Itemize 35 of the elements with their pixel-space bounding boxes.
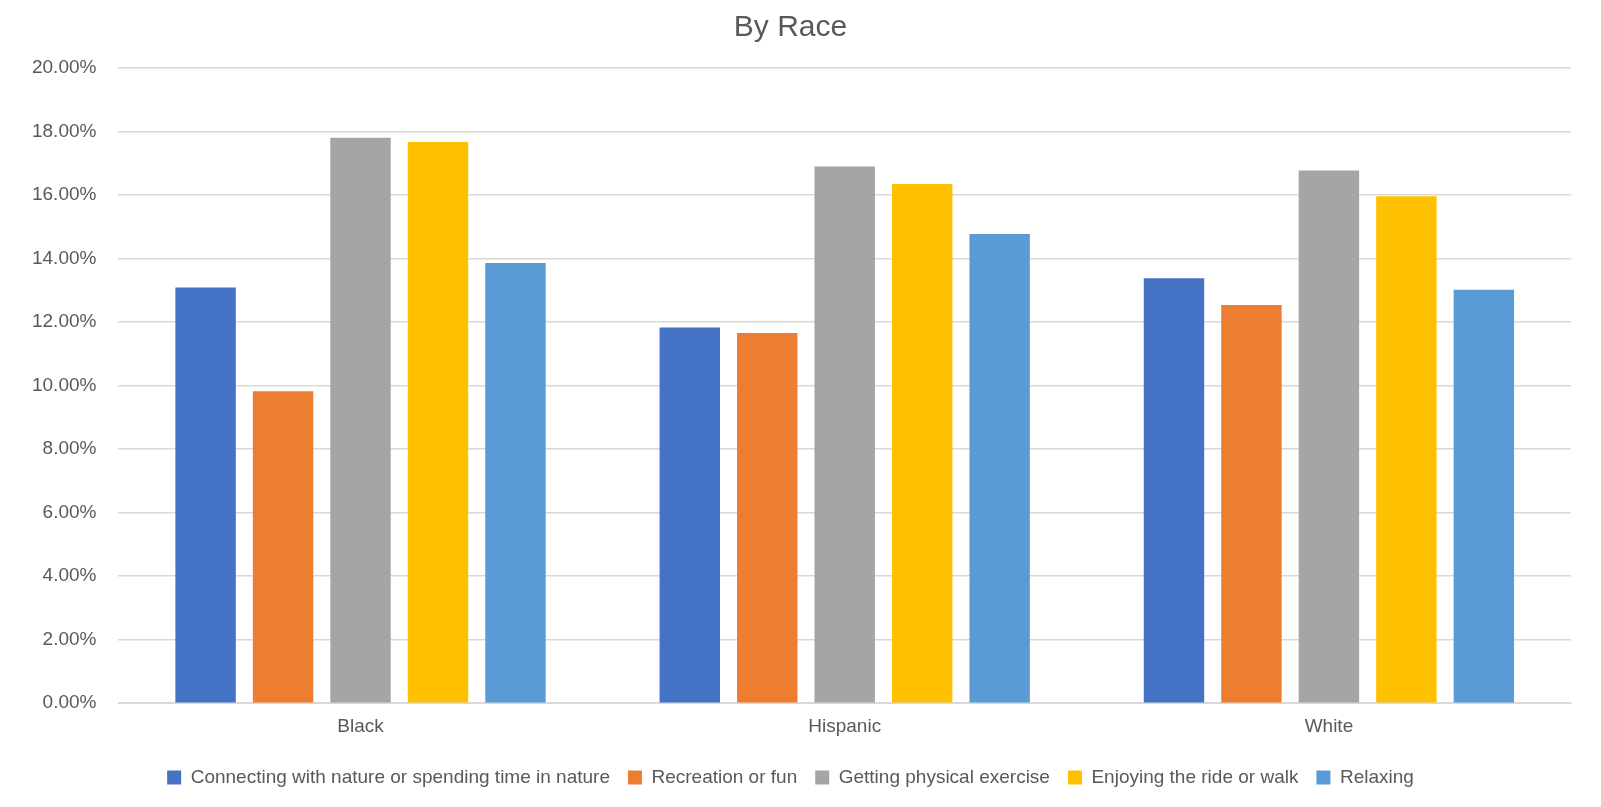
bar: [1376, 196, 1437, 703]
y-tick-label: 18.00%: [31, 119, 97, 141]
y-tick-label: 16.00%: [31, 183, 97, 205]
bar: [175, 287, 236, 703]
bar: [1221, 304, 1282, 703]
bar: [659, 327, 720, 703]
x-tick-label: Hispanic: [808, 714, 882, 736]
y-tick-label: 20.00%: [31, 56, 97, 78]
bar: [814, 166, 875, 703]
x-tick-label: Black: [337, 714, 385, 736]
bar: [330, 137, 391, 703]
bar: [969, 234, 1030, 703]
bar: [1298, 170, 1360, 703]
bar: [252, 391, 314, 703]
y-tick-label: 0.00%: [42, 691, 97, 713]
bar: [891, 183, 953, 703]
y-tick-label: 4.00%: [42, 564, 97, 586]
y-tick-label: 2.00%: [42, 627, 97, 649]
x-tick-label: White: [1304, 714, 1354, 736]
legend-label: Connecting with nature or spending time in nature: [190, 765, 610, 787]
legend-label: Recreation or fun: [651, 765, 798, 787]
legend-label: Relaxing: [1339, 765, 1414, 787]
bar: [485, 263, 546, 703]
bar: [1453, 289, 1515, 703]
y-tick-label: 10.00%: [31, 373, 97, 395]
legend-label: Enjoying the ride or walk: [1091, 765, 1299, 787]
y-tick-label: 8.00%: [42, 437, 97, 459]
y-tick-label: 12.00%: [31, 310, 97, 332]
bar: [1143, 278, 1205, 703]
chart-title: By Race: [733, 9, 848, 43]
y-tick-label: 14.00%: [31, 246, 97, 268]
legend-label: Getting physical exercise: [838, 765, 1050, 787]
bar: [407, 142, 469, 703]
y-tick-label: 6.00%: [42, 500, 97, 522]
bar: [737, 332, 798, 703]
